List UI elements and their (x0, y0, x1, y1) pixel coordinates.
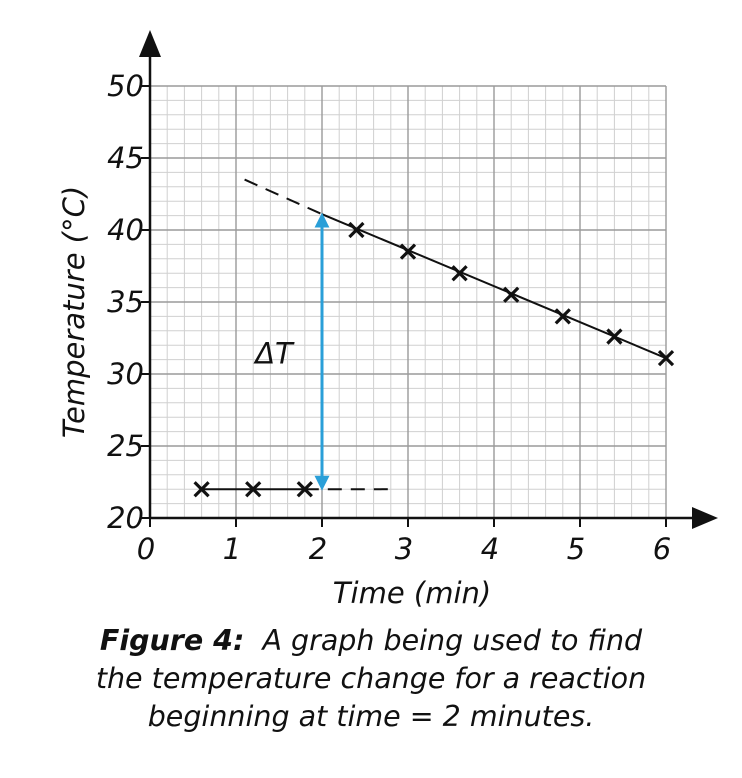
x-tick-label: 6 (653, 532, 671, 566)
data-point (348, 221, 365, 239)
y-tick-label: 40 (107, 213, 144, 247)
data-point-stroke (657, 350, 675, 367)
y-axis-arrowhead (139, 30, 161, 57)
data-point (193, 481, 210, 498)
data-points (193, 221, 675, 498)
y-axis-title: Temperature (°C) (57, 186, 91, 438)
data-point (451, 265, 468, 282)
x-tick-label: 4 (481, 532, 499, 566)
major-gridlines (149, 85, 667, 519)
y-tick-labels: 20 25 30 35 40 45 50 (107, 69, 150, 535)
y-tick-label: 20 (107, 501, 144, 535)
x-axis-arrowhead (692, 507, 718, 529)
data-point (245, 481, 262, 498)
caption-line-3: beginning at time = 2 minutes. (147, 700, 595, 733)
caption-line-2: the temperature change for a reaction (95, 662, 647, 695)
data-point (657, 350, 675, 367)
x-tick-labels: 0 1 2 3 4 5 6 (137, 518, 671, 566)
data-point (399, 243, 417, 260)
delta-t-label: ΔT (253, 337, 295, 371)
data-point-stroke (606, 328, 623, 345)
caption-label: Figure 4: (99, 624, 245, 657)
x-tick-label: 1 (223, 532, 241, 566)
data-point-stroke (554, 308, 571, 325)
x-tick-label: 0 (137, 532, 155, 566)
data-point (296, 481, 313, 498)
fit-lines (201, 178, 667, 491)
figure-caption: Figure 4: A graph being used to find the… (0, 622, 742, 736)
fit-line-solid (321, 213, 667, 360)
data-point-stroke (245, 481, 262, 498)
delta-t-annotation: ΔT (253, 212, 330, 491)
data-point (554, 308, 571, 325)
x-tick-label: 2 (309, 532, 327, 566)
data-point-stroke (503, 286, 520, 303)
y-tick-label: 25 (107, 429, 144, 463)
y-tick-label: 35 (107, 285, 144, 319)
fit-line-dashed (244, 178, 323, 216)
axes (139, 30, 718, 529)
data-point-stroke (193, 481, 210, 498)
data-point-stroke (296, 481, 313, 498)
data-point (503, 286, 520, 303)
caption-line-1: Figure 4: A graph being used to find (0, 622, 742, 660)
y-tick-label: 45 (107, 141, 144, 175)
x-tick-label: 3 (395, 532, 413, 566)
x-tick-label: 5 (567, 532, 585, 566)
x-axis-title: Time (min) (333, 576, 491, 610)
data-point-stroke (348, 221, 365, 239)
data-point-stroke (451, 265, 468, 282)
data-point-stroke (399, 243, 417, 260)
caption-text-1: A graph being used to find (262, 624, 643, 657)
y-tick-label: 30 (107, 357, 144, 391)
data-point (606, 328, 623, 345)
y-tick-label: 50 (107, 69, 144, 103)
